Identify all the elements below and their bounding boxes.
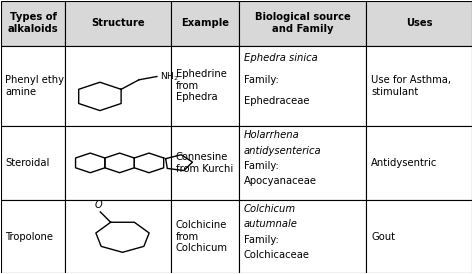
Bar — [239, 46, 366, 126]
Text: Family:: Family: — [244, 235, 279, 245]
Text: Apocyanaceae: Apocyanaceae — [244, 176, 317, 186]
Bar — [366, 1, 472, 46]
Bar — [171, 46, 239, 126]
Text: Family:: Family: — [244, 75, 279, 85]
Text: Ephedraceae: Ephedraceae — [244, 96, 310, 106]
Bar — [171, 1, 239, 46]
Bar — [239, 1, 366, 46]
Bar — [366, 126, 472, 200]
Bar — [239, 126, 366, 200]
Text: Colchicaceae: Colchicaceae — [244, 250, 310, 260]
Text: NH$_2$: NH$_2$ — [160, 70, 178, 83]
Bar — [1, 1, 65, 46]
Text: Example: Example — [181, 18, 229, 28]
Text: antidysenterica: antidysenterica — [244, 145, 321, 156]
Bar — [1, 126, 65, 200]
Bar — [65, 200, 171, 273]
Text: Steroidal: Steroidal — [5, 158, 49, 168]
Bar — [171, 126, 239, 200]
Text: Colchicum: Colchicum — [244, 204, 296, 214]
Bar — [366, 46, 472, 126]
Text: Gout: Gout — [371, 232, 395, 241]
Text: O: O — [94, 200, 102, 210]
Text: Family:: Family: — [244, 161, 279, 171]
Text: Phenyl ethyl
amine: Phenyl ethyl amine — [5, 75, 67, 97]
Text: Antidysentric: Antidysentric — [371, 158, 438, 168]
Text: Tropolone: Tropolone — [5, 232, 53, 241]
Text: autumnale: autumnale — [244, 219, 298, 229]
Text: Ephedra sinica: Ephedra sinica — [244, 53, 318, 63]
Text: Connesine
from Kurchi: Connesine from Kurchi — [175, 152, 233, 174]
Text: Types of
alkaloids: Types of alkaloids — [8, 12, 58, 34]
Bar — [239, 200, 366, 273]
Bar — [366, 200, 472, 273]
Text: Use for Asthma,
stimulant: Use for Asthma, stimulant — [371, 75, 451, 97]
Text: Structure: Structure — [91, 18, 145, 28]
Text: Ephedrine
from
Ephedra: Ephedrine from Ephedra — [175, 69, 227, 102]
Bar — [1, 200, 65, 273]
Text: Uses: Uses — [406, 18, 433, 28]
Bar — [1, 46, 65, 126]
Text: Colchicine
from
Colchicum: Colchicine from Colchicum — [175, 220, 228, 253]
Text: Biological source
and Family: Biological source and Family — [255, 12, 351, 34]
Bar — [171, 200, 239, 273]
Bar — [65, 1, 171, 46]
Text: Holarrhena: Holarrhena — [244, 130, 300, 140]
Bar — [65, 126, 171, 200]
Bar — [65, 46, 171, 126]
